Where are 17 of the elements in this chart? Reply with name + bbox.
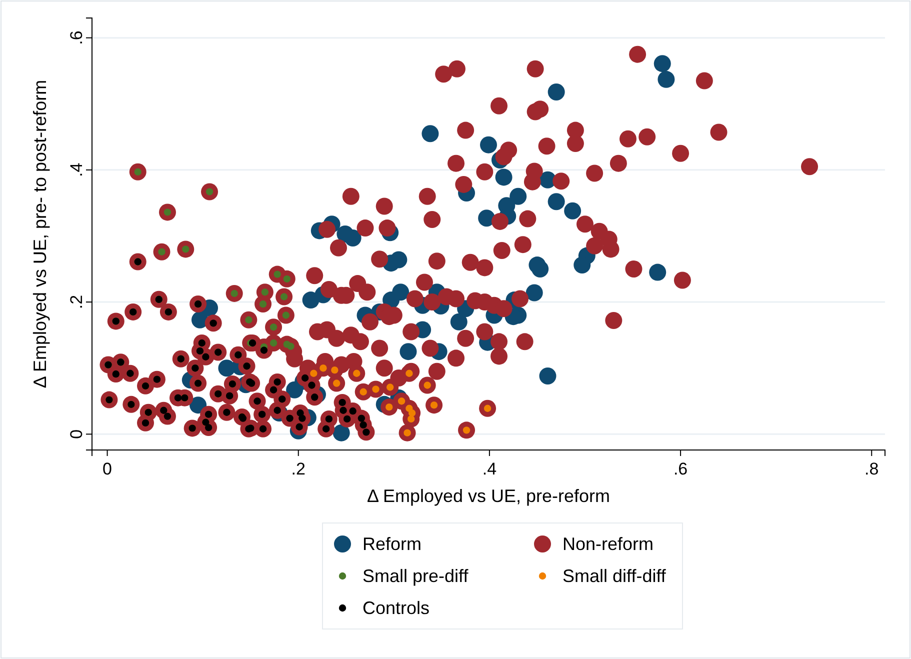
x-tick-label: .6	[673, 459, 688, 478]
legend-label: Reform	[362, 534, 422, 554]
y-tick-label: .6	[67, 30, 86, 45]
y-axis-title: Δ Employed vs UE, pre- to post-reform	[30, 80, 50, 388]
x-tick-label: 0	[102, 459, 112, 478]
legend-label: Non-reform	[562, 534, 654, 554]
y-tick-label: 0	[67, 429, 86, 439]
x-tick-label: .8	[864, 459, 879, 478]
legend-label: Small pre-diff	[362, 566, 470, 586]
x-tick-label: .4	[482, 459, 497, 478]
y-tick-label: .4	[67, 162, 86, 178]
legend-label: Small diff-diff	[562, 566, 667, 586]
y-tick-label: .2	[67, 294, 86, 310]
x-tick-label: .2	[291, 459, 306, 478]
x-axis-title: Δ Employed vs UE, pre-reform	[366, 486, 610, 506]
legend-label: Controls	[362, 598, 430, 618]
point	[310, 370, 318, 377]
